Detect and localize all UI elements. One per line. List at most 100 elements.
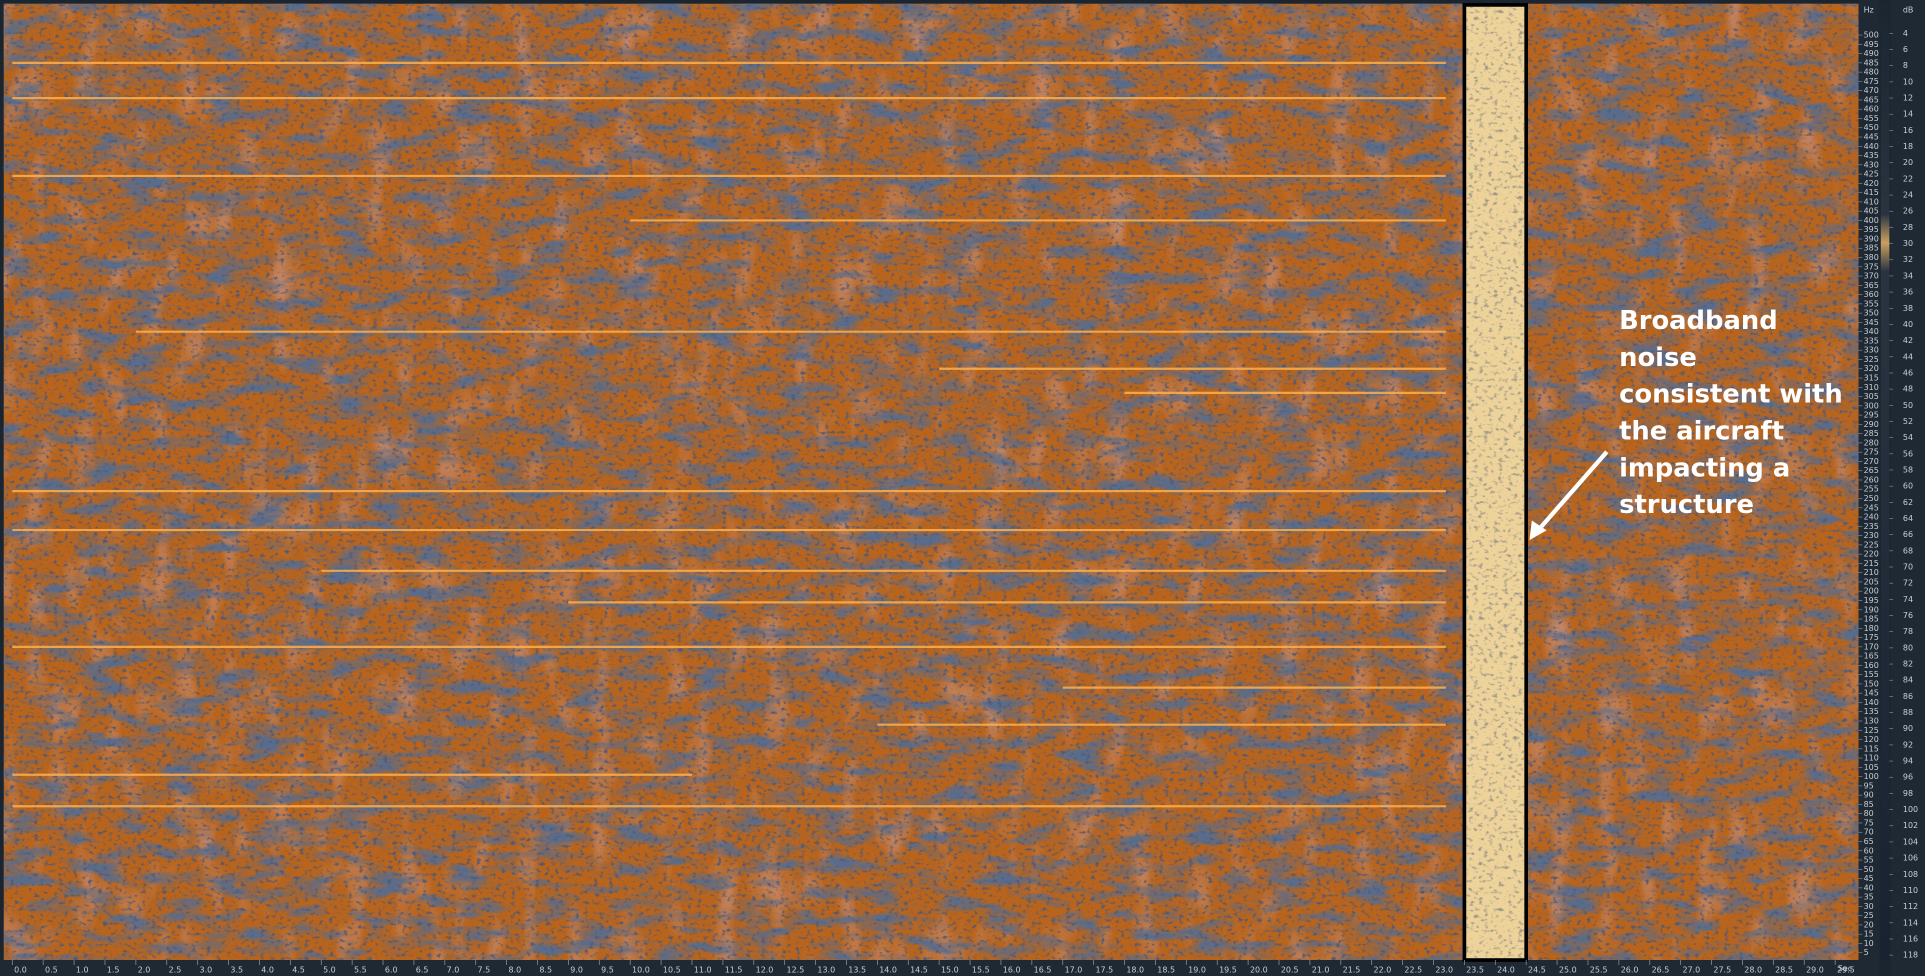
y-tick-label: 330 xyxy=(1864,346,1879,355)
y-tick-label: 195 xyxy=(1864,596,1879,605)
y-tick-label: 180 xyxy=(1864,624,1879,633)
y-tick-label: 50 xyxy=(1864,865,1874,874)
x-tick-label: 20.5 xyxy=(1281,965,1299,974)
annotation-line: impacting a xyxy=(1619,453,1790,483)
y-tick-label: 110 xyxy=(1864,754,1879,763)
y-tick-label: 240 xyxy=(1864,513,1879,522)
y-tick-label: 360 xyxy=(1864,290,1879,299)
y-tick-label: 190 xyxy=(1864,605,1879,614)
x-tick-label: 20.0 xyxy=(1250,965,1268,974)
y-tick-label: 445 xyxy=(1864,133,1879,142)
x-tick-label: 5.0 xyxy=(323,965,336,974)
y-tick-label: 285 xyxy=(1864,429,1879,438)
colorbar-tick-label: 106 xyxy=(1903,854,1918,863)
y-tick-label: 375 xyxy=(1864,262,1879,271)
colorbar-tick-label: 4 xyxy=(1903,29,1908,38)
x-tick-label: 15.0 xyxy=(941,965,959,974)
colorbar-tick-label: 14 xyxy=(1903,110,1913,119)
y-tick-label: 115 xyxy=(1864,744,1879,753)
x-tick-label: 23.5 xyxy=(1466,965,1484,974)
y-tick-label: 440 xyxy=(1864,142,1879,151)
x-tick-label: 6.5 xyxy=(416,965,429,974)
x-tick-label: 8.0 xyxy=(508,965,521,974)
y-tick-label: 250 xyxy=(1864,494,1879,503)
colorbar-tick-label: 68 xyxy=(1903,546,1913,555)
y-tick-label: 170 xyxy=(1864,642,1879,651)
colorbar-tick-label: 12 xyxy=(1903,94,1913,103)
colorbar-tick-label: 44 xyxy=(1903,352,1913,361)
x-tick-label: 14.5 xyxy=(910,965,928,974)
y-tick-label: 410 xyxy=(1864,197,1879,206)
y-tick-label: 65 xyxy=(1864,837,1874,846)
y-tick-label: 495 xyxy=(1864,40,1879,49)
annotation-line: Broadband xyxy=(1619,306,1778,336)
y-tick-label: 130 xyxy=(1864,716,1879,725)
y-tick-label: 485 xyxy=(1864,58,1879,67)
x-tick-label: 17.5 xyxy=(1095,965,1113,974)
x-tick-label: 9.0 xyxy=(570,965,583,974)
x-tick-label: 28.5 xyxy=(1775,965,1793,974)
colorbar-tick-label: 102 xyxy=(1903,821,1918,830)
x-tick-label: 26.5 xyxy=(1652,965,1670,974)
y-tick-label: 165 xyxy=(1864,652,1879,661)
colorbar-tick-label: 90 xyxy=(1903,724,1913,733)
colorbar-tick-label: 100 xyxy=(1903,805,1918,814)
x-tick-label: 22.5 xyxy=(1404,965,1422,974)
colorbar-tick-label: 104 xyxy=(1903,837,1918,846)
hz-unit-label: Hz xyxy=(1864,5,1874,14)
y-tick-label: 155 xyxy=(1864,670,1879,679)
y-tick-label: 90 xyxy=(1864,791,1874,800)
y-tick-label: 25 xyxy=(1864,911,1874,920)
x-tick-label: 22.0 xyxy=(1374,965,1392,974)
x-tick-label: 25.5 xyxy=(1590,965,1608,974)
colorbar-tick-label: 110 xyxy=(1903,886,1918,895)
y-tick-label: 265 xyxy=(1864,466,1879,475)
x-tick-label: 13.0 xyxy=(817,965,835,974)
y-tick-label: 390 xyxy=(1864,234,1879,243)
x-tick-label: 19.0 xyxy=(1188,965,1206,974)
colorbar-tick-label: 78 xyxy=(1903,627,1913,636)
x-tick-label: 2.0 xyxy=(138,965,151,974)
y-tick-label: 275 xyxy=(1864,448,1879,457)
y-tick-label: 400 xyxy=(1864,216,1879,225)
colorbar-tick-label: 26 xyxy=(1903,207,1913,216)
colorbar-tick-label: 74 xyxy=(1903,595,1913,604)
y-tick-label: 160 xyxy=(1864,661,1879,670)
colorbar-tick-label: 86 xyxy=(1903,692,1913,701)
colorbar-tick-label: 24 xyxy=(1903,191,1913,200)
x-tick-label: 23.0 xyxy=(1435,965,1453,974)
x-tick-label: 0.5 xyxy=(45,965,58,974)
y-tick-label: 395 xyxy=(1864,225,1879,234)
y-tick-label: 210 xyxy=(1864,568,1879,577)
y-tick-label: 370 xyxy=(1864,272,1879,281)
colorbar-tick-label: 42 xyxy=(1903,336,1913,345)
annotation-line: noise xyxy=(1619,343,1697,373)
colorbar-tick-label: 32 xyxy=(1903,255,1913,264)
x-tick-label: 26.0 xyxy=(1621,965,1639,974)
x-tick-label: 3.5 xyxy=(230,965,243,974)
x-tick-label: 21.5 xyxy=(1343,965,1361,974)
y-tick-label: 255 xyxy=(1864,485,1879,494)
y-tick-label: 470 xyxy=(1864,86,1879,95)
y-tick-label: 55 xyxy=(1864,856,1874,865)
y-tick-label: 430 xyxy=(1864,160,1879,169)
y-tick-label: 460 xyxy=(1864,105,1879,114)
x-tick-label: 7.0 xyxy=(447,965,460,974)
colorbar-tick-label: 36 xyxy=(1903,288,1913,297)
y-tick-label: 5 xyxy=(1864,948,1869,957)
colorbar-tick-label: 48 xyxy=(1903,385,1913,394)
y-tick-label: 85 xyxy=(1864,800,1874,809)
y-tick-label: 125 xyxy=(1864,726,1879,735)
colorbar-tick-label: 40 xyxy=(1903,320,1913,329)
x-tick-label: 17.0 xyxy=(1065,965,1083,974)
y-tick-label: 20 xyxy=(1864,920,1874,929)
y-tick-label: 220 xyxy=(1864,550,1879,559)
x-tick-label: 12.5 xyxy=(787,965,805,974)
y-tick-label: 70 xyxy=(1864,828,1874,837)
y-tick-label: 475 xyxy=(1864,77,1879,86)
y-tick-label: 350 xyxy=(1864,309,1879,318)
x-tick-label: 12.0 xyxy=(756,965,774,974)
x-tick-label: 24.5 xyxy=(1528,965,1546,974)
x-tick-label: 29.5 xyxy=(1837,965,1855,974)
y-tick-label: 450 xyxy=(1864,123,1879,132)
